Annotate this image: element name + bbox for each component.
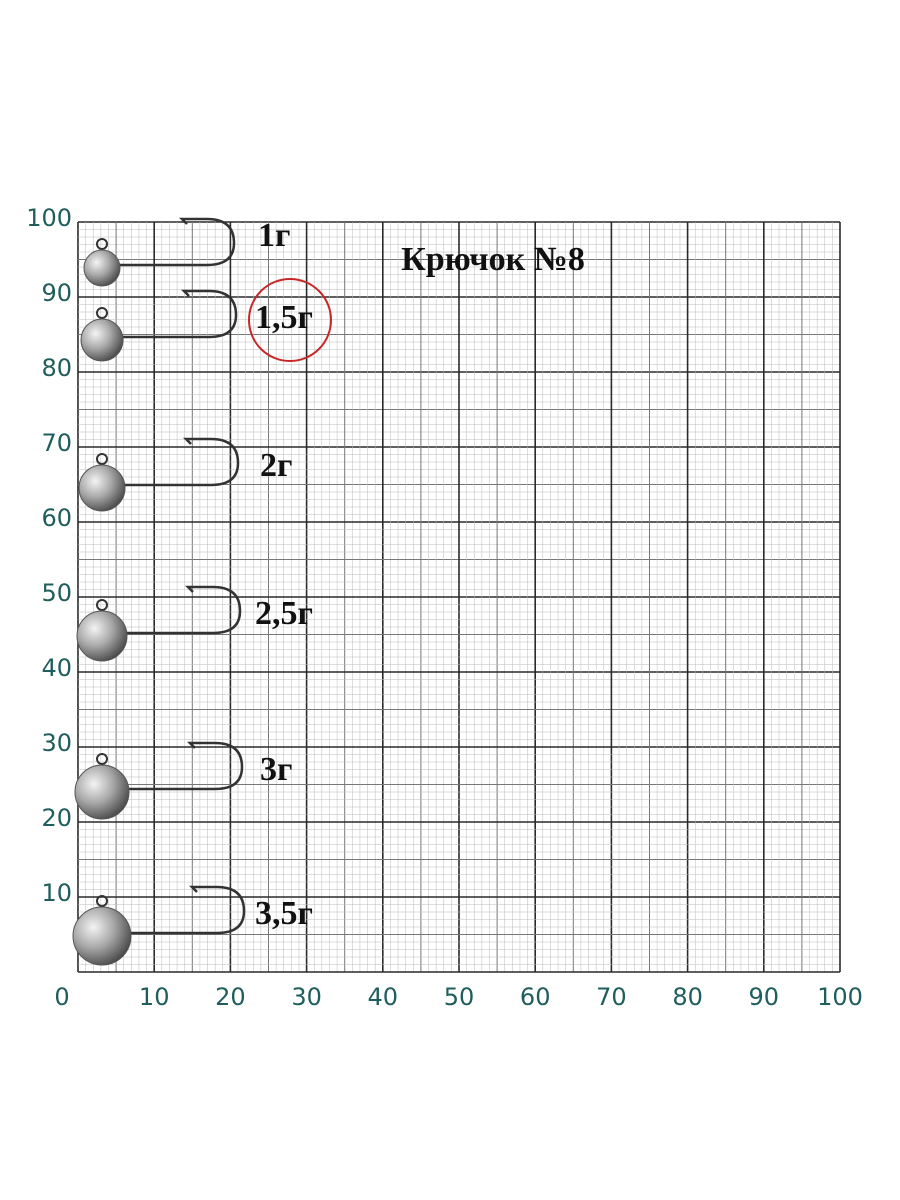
weight-label: 1,5г	[255, 299, 313, 336]
hook	[102, 217, 236, 267]
x-axis-label: 10	[139, 983, 170, 1011]
hook	[102, 585, 242, 635]
hook	[102, 437, 240, 487]
x-axis-label: 70	[596, 983, 627, 1011]
jig-head: 3,5г	[72, 885, 313, 966]
lead-ball	[76, 610, 128, 662]
y-axis-label: 40	[41, 654, 72, 682]
hook-eye	[96, 599, 108, 611]
weight-label: 3г	[260, 751, 292, 788]
hook-eye	[96, 238, 108, 250]
weight-label: 2г	[260, 447, 292, 484]
jig-head: 1,5г	[80, 289, 313, 362]
x-axis-label: 90	[749, 983, 780, 1011]
jig-head: 1г	[83, 217, 290, 287]
x-axis-label: 80	[672, 983, 703, 1011]
weight-label: 1г	[258, 217, 290, 254]
jig-head: 2г	[78, 437, 292, 512]
lead-ball	[83, 249, 121, 287]
y-axis-label: 70	[41, 429, 72, 457]
hook-eye	[96, 307, 108, 319]
lead-ball	[72, 906, 132, 966]
title: Крючок №8	[401, 241, 585, 278]
x-axis-label: 20	[215, 983, 246, 1011]
weight-label: 3,5г	[255, 895, 313, 932]
y-axis-label: 10	[41, 879, 72, 907]
y-axis-label: 20	[41, 804, 72, 832]
lead-ball	[80, 318, 124, 362]
y-axis-label: 60	[41, 504, 72, 532]
graph-grid	[77, 221, 841, 973]
x-axis-label: 60	[520, 983, 551, 1011]
y-axis-label: 30	[41, 729, 72, 757]
hook	[102, 741, 244, 791]
x-axis-label: 0	[54, 983, 69, 1011]
lead-ball	[74, 764, 130, 820]
x-axis-label: 30	[291, 983, 322, 1011]
highlight-circle	[248, 278, 332, 362]
jig-head: 2,5г	[76, 585, 313, 662]
hook	[102, 885, 246, 935]
jig-heads: 1г 1,5г 2г 2,5г 3г 3,5г	[72, 217, 313, 966]
x-axis-label: 40	[368, 983, 399, 1011]
y-axis-label: 80	[41, 354, 72, 382]
weight-label: 2,5г	[255, 595, 313, 632]
hook-eye	[96, 895, 108, 907]
y-axis-label: 50	[41, 579, 72, 607]
x-axis-label: 100	[817, 983, 863, 1011]
lead-ball	[78, 464, 126, 512]
hook	[102, 289, 238, 339]
y-axis-label: 90	[41, 279, 72, 307]
y-axis-label: 100	[26, 204, 72, 232]
hook-eye	[96, 453, 108, 465]
jig-head: 3г	[74, 741, 292, 820]
x-axis-label: 50	[444, 983, 475, 1011]
hook-eye	[96, 753, 108, 765]
